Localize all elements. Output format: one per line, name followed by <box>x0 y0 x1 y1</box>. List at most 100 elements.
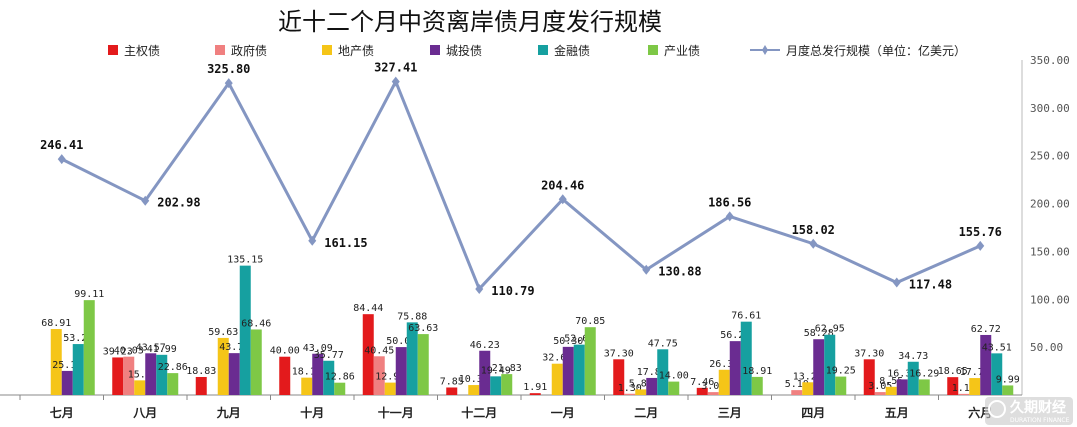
bar-value-label: 18.65 <box>938 366 968 377</box>
bar-value-label: 9.99 <box>996 374 1020 385</box>
bar <box>50 329 62 395</box>
bar-value-label: 18.83 <box>186 366 216 377</box>
bar-value-label: 39.23 <box>103 346 133 357</box>
bar <box>123 356 135 395</box>
legend-label: 产业债 <box>664 44 700 58</box>
y-tick-label: 300.00 <box>1030 102 1070 115</box>
bar <box>501 374 513 395</box>
legend-label: 政府债 <box>231 43 267 58</box>
bar-value-label: 22.86 <box>158 362 188 373</box>
bar-value-label: 40.00 <box>270 346 300 357</box>
bar-value-label: 47.75 <box>648 338 678 349</box>
bar <box>112 357 124 395</box>
y-tick-label: 200.00 <box>1030 198 1070 211</box>
bar <box>228 353 240 395</box>
line-point <box>224 78 233 89</box>
bar-value-label: 19.49 <box>481 365 511 376</box>
y-tick-label: 250.00 <box>1030 150 1070 163</box>
line-point <box>558 194 567 205</box>
bar-value-label: 40.45 <box>364 345 394 356</box>
line-series-group: 246.41 202.98 325.80 161.15 327.41 110.79 204.… <box>40 61 1002 298</box>
bar-value-label: 25.17 <box>52 360 82 371</box>
bar-value-label: 59.63 <box>208 327 238 338</box>
bar <box>646 377 658 395</box>
bar-value-label: 15.3 <box>128 369 152 380</box>
bar <box>195 376 207 395</box>
y-axis: 50.00 100.00 150.00 200.00 250.00 300.00 350.0… <box>1021 54 1070 395</box>
bar <box>529 393 541 395</box>
bar <box>729 341 741 395</box>
bar-series-group: 39.23 18.83 40.00 84.44 7.85 1.91 37.30 7.46 37.… <box>41 255 1020 395</box>
bar <box>72 344 84 395</box>
bar <box>239 265 251 395</box>
bar <box>468 385 480 395</box>
line-point <box>976 240 985 251</box>
bar-value-label: 17.83 <box>637 367 667 378</box>
legend-label: 主权债 <box>124 44 160 58</box>
x-tick-label: 五月 <box>885 406 909 420</box>
x-tick-label: 九月 <box>216 405 241 420</box>
legend-swatch <box>108 45 118 55</box>
bar <box>824 334 836 395</box>
bar <box>490 376 502 395</box>
line-value-label: 186.56 <box>708 195 751 209</box>
bar <box>991 353 1003 395</box>
bar <box>145 353 157 395</box>
bar-value-label: 32.69 <box>542 353 572 364</box>
y-tick-label: 100.00 <box>1030 293 1070 306</box>
x-tick-label: 十二月 <box>461 405 497 420</box>
watermark-subtext: DURATION FINANCE <box>1010 417 1070 424</box>
legend-line-marker <box>762 45 768 55</box>
bar <box>156 354 168 395</box>
bar <box>624 393 636 395</box>
bar <box>217 337 229 395</box>
bar-value-label: 52.60 <box>564 334 594 345</box>
x-tick-label: 八月 <box>132 406 157 420</box>
bar-value-label: 70.85 <box>575 316 605 327</box>
bar <box>740 321 752 395</box>
bar <box>83 300 95 395</box>
x-tick-label: 十一月 <box>378 405 414 420</box>
bar-value-label: 1.19 <box>952 383 976 394</box>
watermark: 久期财经 DURATION FINANCE <box>985 397 1073 425</box>
bar-value-label: 56.28 <box>720 330 750 341</box>
bar <box>835 376 847 395</box>
bar-value-label: 13.29 <box>793 371 823 382</box>
bar-value-label: 76.61 <box>731 311 761 322</box>
legend-swatch <box>538 45 548 55</box>
bar-value-label: 3.05 <box>868 381 892 392</box>
bar <box>696 387 708 395</box>
bar <box>334 382 346 395</box>
bar-value-label: 8.55 <box>879 376 903 387</box>
chart-title: 近十二个月中资离岸债月度发行规模 <box>278 8 662 36</box>
bar <box>301 377 313 395</box>
bar-value-label: 43.09 <box>303 343 333 354</box>
x-tick-label: 七月 <box>50 406 74 420</box>
bar <box>584 327 596 395</box>
bar-value-label: 63.63 <box>408 323 438 334</box>
bar-value-label: 7.85 <box>440 376 464 387</box>
legend-swatch <box>648 45 658 55</box>
bar-value-label: 75.88 <box>397 311 427 322</box>
bar-value-label: 37.30 <box>604 348 634 359</box>
bar <box>802 382 814 395</box>
bar-value-label: 50.30 <box>553 336 583 347</box>
bar-value-label: 19.25 <box>826 366 856 377</box>
bar <box>613 359 625 395</box>
bar <box>167 373 179 395</box>
x-tick-label: 十月 <box>300 405 324 420</box>
line-point <box>892 277 901 288</box>
bar-value-label: 12.86 <box>325 372 355 383</box>
bar <box>250 329 262 395</box>
line-value-label: 155.76 <box>959 225 1002 239</box>
bar <box>479 350 491 395</box>
bar <box>707 392 719 395</box>
line-value-label: 117.48 <box>909 278 952 292</box>
bar <box>813 339 825 395</box>
watermark-background <box>985 397 1073 425</box>
bar-value-label: 34.73 <box>898 351 928 362</box>
bar <box>918 379 930 395</box>
bar-value-label: 35.77 <box>314 350 344 361</box>
legend-swatch <box>322 45 332 55</box>
legend-label: 城投债 <box>446 43 482 58</box>
